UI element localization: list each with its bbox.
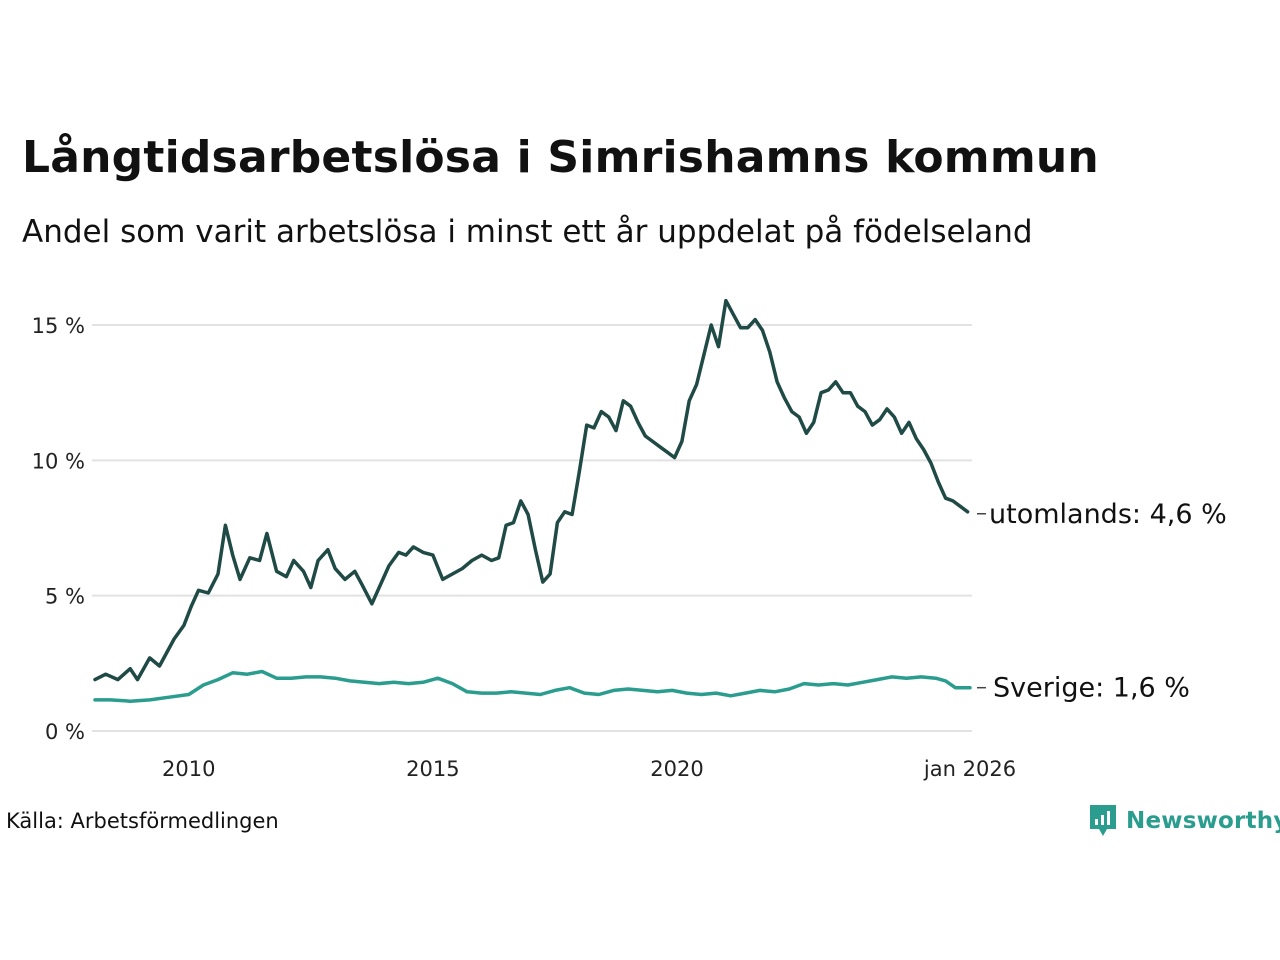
brand-logo: Newsworthy: [1088, 803, 1280, 839]
x-tick-label: jan 2026: [923, 757, 1016, 781]
newsworthy-logo-icon: [1090, 805, 1116, 836]
y-tick-label: 15 %: [32, 314, 85, 338]
series-line-utomlands: [93, 298, 970, 682]
series-lines: [93, 298, 972, 703]
end-label-sverige: Sverige: 1,6 %: [993, 673, 1190, 704]
brand-name: Newsworthy: [1126, 808, 1280, 834]
source-note: Källa: Arbetsförmedlingen: [6, 809, 279, 833]
chart-title: Långtidsarbetslösa i Simrishamns kommun: [22, 132, 1099, 183]
chart-subtitle: Andel som varit arbetslösa i minst ett å…: [22, 214, 1033, 250]
y-tick-label: 5 %: [45, 585, 85, 609]
y-axis: 0 % 5 % 10 % 15 %: [32, 314, 85, 744]
grid-lines: [92, 324, 972, 732]
y-tick-label: 0 %: [45, 720, 85, 744]
y-tick-label: 10 %: [32, 449, 85, 473]
x-axis: 2010 2015 2020 jan 2026: [162, 757, 1016, 781]
x-tick-label: 2020: [650, 757, 703, 781]
end-label-utomlands: utomlands: 4,6 %: [989, 499, 1227, 530]
x-tick-label: 2015: [406, 757, 459, 781]
x-tick-label: 2010: [162, 757, 215, 781]
series-line-sverige: [93, 669, 972, 703]
series-end-labels: utomlands: 4,6 % Sverige: 1,6 %: [977, 499, 1227, 704]
